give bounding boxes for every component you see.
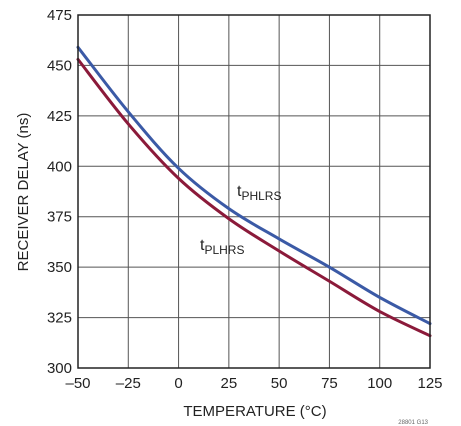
y-tick-label: 375 <box>47 209 72 226</box>
y-tick-label: 450 <box>47 57 72 74</box>
x-tick-label: –50 <box>65 375 90 392</box>
x-tick-label: 25 <box>221 375 238 392</box>
y-axis-title: RECEIVER DELAY (ns) <box>15 113 32 272</box>
figure-code: 28801 G13 <box>398 420 428 426</box>
x-tick-label: –25 <box>116 375 141 392</box>
x-tick-label: 125 <box>417 375 442 392</box>
y-tick-label: 425 <box>47 108 72 125</box>
series-line-tplhrs <box>76 57 432 338</box>
y-tick-label: 350 <box>47 259 72 276</box>
plot-frame <box>77 14 431 369</box>
x-tick-labels: –50 –25 0 25 50 75 100 125 <box>65 375 442 392</box>
y-tick-label: 475 <box>47 7 72 24</box>
series-label-tphlrs: tPHLRS <box>237 183 281 203</box>
x-tick-label: 50 <box>271 375 288 392</box>
y-tick-label: 400 <box>47 158 72 175</box>
x-tick-label: 100 <box>367 375 392 392</box>
series-lines <box>76 45 432 338</box>
y-tick-label: 325 <box>47 310 72 327</box>
x-tick-label: 0 <box>174 375 182 392</box>
grid-lines <box>78 15 430 368</box>
series-label-tplhrs: tPLHRS <box>200 237 244 257</box>
series-line-tphlrs <box>76 45 432 326</box>
x-axis-title: TEMPERATURE (°C) <box>183 403 326 420</box>
y-tick-label: 300 <box>47 360 72 377</box>
x-tick-label: 75 <box>321 375 338 392</box>
y-tick-labels: 300 325 350 375 400 425 450 475 <box>47 7 72 377</box>
